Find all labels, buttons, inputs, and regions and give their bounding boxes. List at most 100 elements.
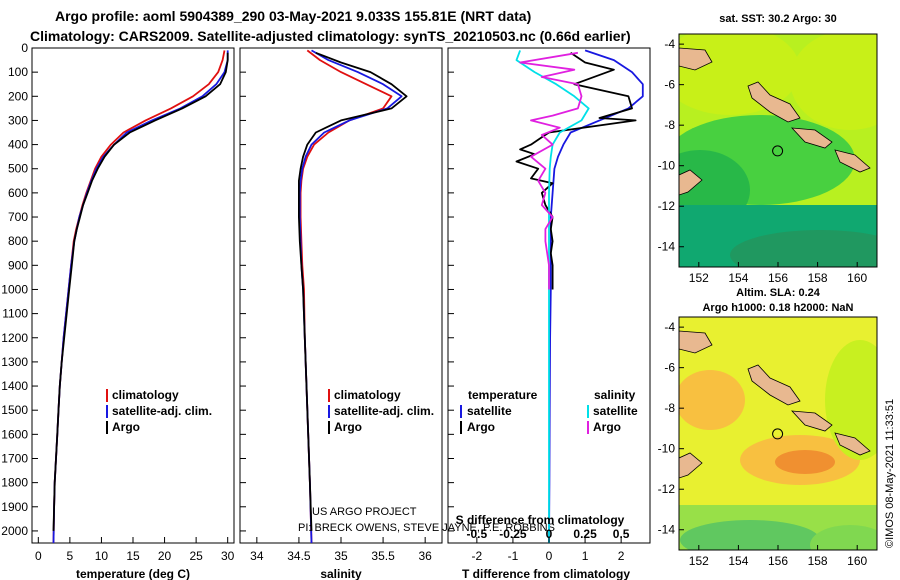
x2-tick-label: -0.5 — [467, 527, 488, 541]
x-tick-label: 1 — [582, 549, 589, 563]
y-tick-label: 1800 — [1, 476, 28, 490]
s-difference-x-axis-label: S difference from climatology — [456, 513, 625, 527]
land-new-britain — [679, 47, 713, 71]
y-tick-label: 1000 — [1, 282, 28, 296]
x-tick-label: 35 — [334, 549, 348, 563]
temperature-plot-frame — [31, 47, 235, 544]
y-tick-label: 1300 — [1, 355, 28, 369]
x2-tick-label: 0.25 — [573, 527, 597, 541]
temperature-series-layer — [52, 50, 229, 543]
sst-map-tick-layer: 152 154 156 158 160 -4 -6 -8 -10 -12 -14 — [658, 37, 868, 285]
imos-watermark: ©IMOS 08-May-2021 11:33:51 — [884, 399, 896, 548]
y-tick-label: 400 — [8, 138, 28, 152]
x-tick-label: 10 — [95, 549, 109, 563]
series-line-climatology — [299, 49, 393, 543]
legend-label-t-argo: Argo — [467, 420, 495, 434]
y-tick-label: 1200 — [1, 331, 28, 345]
map-x-tick-label: 152 — [689, 554, 709, 568]
land-new-britain — [679, 330, 713, 354]
x-tick-label: -2 — [472, 549, 483, 563]
map-x-tick-label: 154 — [728, 271, 748, 285]
x-tick-label: 35.5 — [371, 549, 395, 563]
y-tick-label: 2000 — [1, 524, 28, 538]
legend-swatch-satellite-adj — [106, 405, 108, 418]
map-x-tick-label: 154 — [728, 554, 748, 568]
map-x-tick-label: 156 — [768, 554, 788, 568]
map-y-tick-label: -8 — [664, 401, 675, 415]
x-tick-label: 5 — [67, 549, 74, 563]
series-line-satellite-adj-clim- — [52, 50, 229, 543]
y-tick-label: 500 — [8, 162, 28, 176]
x2-tick-label: -0.25 — [499, 527, 527, 541]
map-x-tick-label: 160 — [847, 554, 867, 568]
legend-label-s-argo: Argo — [593, 420, 621, 434]
x-tick-label: 34.5 — [287, 549, 311, 563]
sst-field-warm-ne — [790, 34, 877, 130]
y-tick-label: 1100 — [2, 307, 28, 321]
legend-swatch-t-satellite — [460, 405, 462, 418]
x2-tick-label: 0.5 — [613, 527, 630, 541]
map-y-tick-label: -10 — [658, 159, 676, 173]
map-y-tick-label: -6 — [664, 78, 675, 92]
sla-field-low-south — [680, 520, 820, 550]
y-tick-label: 1600 — [1, 427, 28, 441]
sla-map-title: Altim. SLA: 0.24 — [736, 287, 821, 299]
land-solomon-west — [791, 127, 833, 149]
salinity-panel: 34 34.5 35 35.5 36 salinity climatology sate… — [239, 47, 555, 580]
pi-credit: PI: BRECK OWENS, STEVE JAYNE, P.E. ROBBI… — [298, 522, 555, 534]
legend-label-argo: Argo — [112, 420, 140, 434]
x2-tick-label: 0 — [546, 527, 553, 541]
legend-swatch-s-argo — [587, 421, 589, 434]
figure-title-line1: Argo profile: aoml 5904389_290 03-May-20… — [55, 8, 531, 24]
temperature-legend: climatology satellite-adj. clim. Argo — [106, 388, 212, 434]
sla-field-high-west — [679, 370, 745, 430]
legend-label-climatology: climatology — [112, 388, 179, 402]
y-tick-label: 200 — [8, 89, 28, 103]
y-tick-label: 300 — [8, 113, 28, 127]
salinity-plot-frame — [239, 47, 443, 544]
project-credit: US ARGO PROJECT — [312, 506, 417, 518]
salinity-tick-layer: 34 34.5 35 35.5 36 — [240, 47, 432, 563]
x-tick-label: 15 — [126, 549, 140, 563]
sla-map-subtitle: Argo h1000: 0.18 h2000: NaN — [702, 302, 853, 314]
t-difference-x-axis-label: T difference from climatology — [462, 567, 630, 580]
legend-swatch-climatology — [106, 389, 108, 402]
sst-map-title: sat. SST: 30.2 Argo: 30 — [719, 13, 837, 25]
argo-profile-marker — [772, 145, 784, 157]
legend-label-t-satellite: satellite — [467, 404, 512, 418]
argo-profile-marker — [772, 428, 784, 440]
legend-label-s-satellite: satellite — [593, 404, 638, 418]
map-y-tick-label: -6 — [664, 361, 675, 375]
map-y-tick-label: -4 — [664, 320, 675, 334]
legend-label-satellite-adj: satellite-adj. clim. — [112, 404, 212, 418]
map-y-tick-label: -8 — [664, 118, 675, 132]
map-x-tick-label: 158 — [808, 271, 828, 285]
temperature-panel: 0 5 10 15 20 25 300100200300400500600700800900… — [1, 41, 234, 580]
x-tick-label: 30 — [221, 549, 235, 563]
temperature-x-axis-label: temperature (deg C) — [76, 567, 190, 580]
map-x-tick-label: 160 — [847, 271, 867, 285]
series-line-satellite — [515, 50, 590, 543]
x-tick-label: 36 — [418, 549, 432, 563]
sst-map-panel: sat. SST: 30.2 Argo: 30 152 154 156 158 160 -… — [658, 13, 878, 285]
y-tick-label: 800 — [8, 234, 28, 248]
sla-field-peak — [775, 450, 835, 474]
y-tick-label: 1900 — [1, 500, 28, 514]
map-x-tick-label: 158 — [808, 554, 828, 568]
land-bougainville — [747, 81, 801, 123]
x-tick-label: 0 — [546, 549, 553, 563]
y-tick-label: 100 — [8, 65, 28, 79]
temperature-tick-layer: 0 5 10 15 20 25 300100200300400500600700800900… — [1, 41, 234, 563]
legend-swatch-argo — [106, 421, 108, 434]
map-y-tick-label: -10 — [658, 442, 676, 456]
y-tick-label: 600 — [8, 186, 28, 200]
series-line-satellite — [548, 49, 644, 543]
salinity-x-axis-label: salinity — [320, 567, 362, 580]
land-solomon-west — [791, 410, 833, 432]
x-tick-label: 2 — [618, 549, 625, 563]
legend-label-argo: Argo — [334, 420, 362, 434]
legend-title-salinity: salinity — [594, 388, 636, 402]
legend-swatch-t-argo — [460, 421, 462, 434]
y-tick-label: 1500 — [1, 403, 28, 417]
x-tick-label: 34 — [250, 549, 264, 563]
